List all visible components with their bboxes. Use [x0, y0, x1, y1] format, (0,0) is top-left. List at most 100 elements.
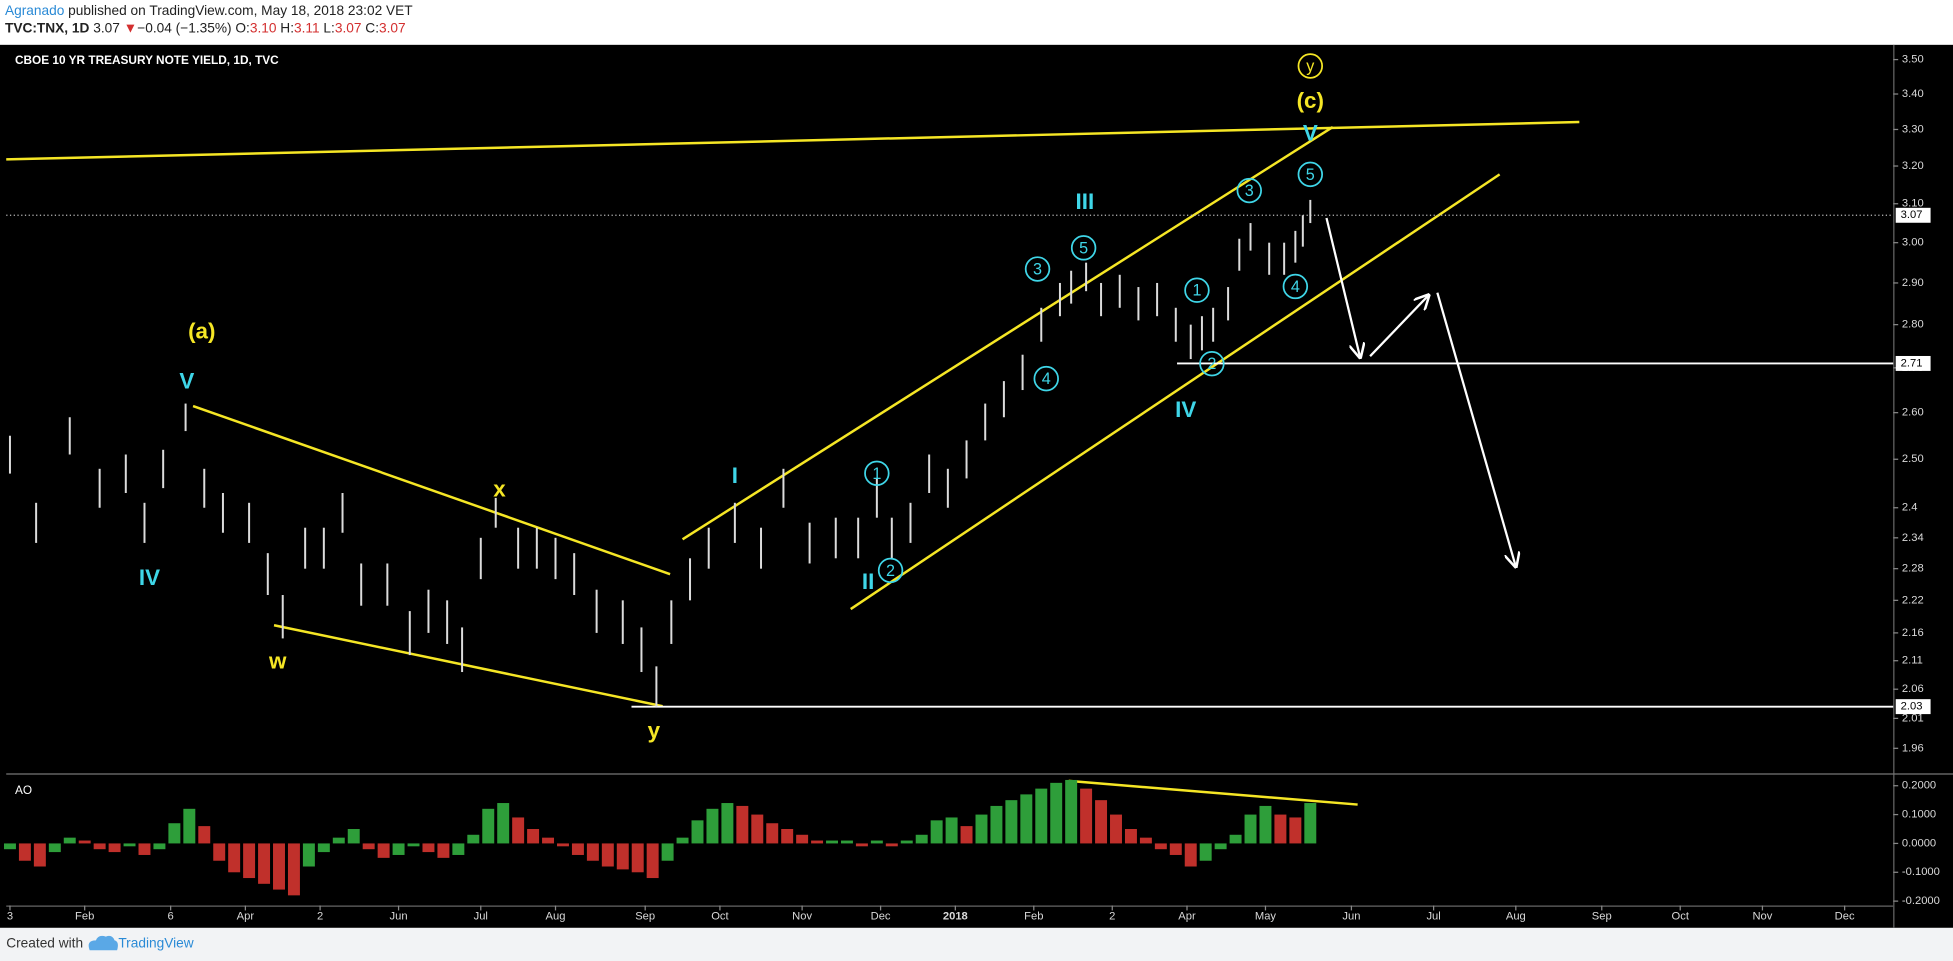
ao-bar: [1229, 834, 1242, 844]
ao-bar: [751, 814, 764, 844]
ao-bar: [900, 840, 913, 844]
ao-bar: [571, 843, 584, 855]
ao-bar: [243, 843, 256, 879]
x-tick-label: Dec: [1835, 911, 1855, 923]
wave-label: (a): [188, 318, 215, 343]
created-with: Created with: [6, 936, 83, 951]
y-tick-label: 1.96: [1902, 742, 1924, 754]
ao-bar: [542, 837, 555, 844]
ao-bar: [1139, 837, 1152, 844]
x-tick-label: Feb: [75, 911, 94, 923]
x-tick-label: Jun: [390, 911, 408, 923]
open: 3.10: [250, 20, 277, 35]
x-tick-label: Aug: [546, 911, 566, 923]
low-label: L:: [323, 20, 334, 35]
chart-title: CBOE 10 YR TREASURY NOTE YIELD, 1D, TVC: [15, 53, 279, 67]
wave-label: 5: [1306, 166, 1315, 184]
x-tick-label: Nov: [1752, 911, 1772, 923]
wave-label: 3: [1033, 261, 1042, 279]
ao-bar: [646, 843, 659, 879]
y-tick-label: 0.2000: [1902, 780, 1936, 792]
wave-circle: [1297, 53, 1324, 79]
wave-label: 5: [1079, 239, 1088, 257]
brand-logo[interactable]: [88, 935, 118, 951]
ao-bar: [1244, 814, 1257, 844]
level-box: [1895, 355, 1931, 371]
last-price-box: [1895, 207, 1931, 223]
wave-label: I: [732, 463, 738, 488]
x-tick-label: Apr: [1178, 911, 1196, 923]
symbol: TVC:TNX, 1D: [5, 20, 90, 35]
wave-label: 2: [886, 562, 895, 580]
wave-label: y: [648, 718, 661, 743]
ao-bar: [317, 843, 330, 853]
x-tick-label: Oct: [711, 911, 729, 923]
ao-bar: [108, 843, 121, 853]
ao-bar: [930, 820, 943, 844]
wave-circle: [1199, 350, 1225, 377]
ao-bar: [392, 843, 405, 855]
chart-bg: [0, 44, 1953, 928]
ao-bar: [736, 805, 749, 844]
arrow: [1369, 295, 1429, 357]
ao-bar: [1304, 803, 1317, 844]
ao-bar: [601, 843, 614, 867]
y-tick-label: 2.80: [1902, 319, 1924, 331]
ao-bar: [407, 843, 420, 847]
ao-bar: [213, 843, 226, 861]
ao-bar: [766, 823, 779, 844]
arrow: [1325, 217, 1360, 357]
wave-label: 4: [1291, 278, 1300, 296]
ao-bar: [1080, 788, 1093, 844]
ao-bar: [826, 840, 838, 844]
ao-bar: [1289, 817, 1302, 844]
wave-label: 2: [1207, 355, 1216, 373]
wave-label: 1: [872, 465, 881, 483]
change-arrow: ▼: [124, 20, 138, 35]
trend-line: [192, 404, 671, 576]
x-tick-label: Dec: [871, 911, 891, 923]
y-tick-label: 2.01: [1902, 712, 1924, 724]
y-tick-label: 3.20: [1902, 160, 1924, 172]
ao-bar: [1035, 788, 1048, 844]
ao-bar: [691, 820, 704, 844]
wave-circle: [864, 460, 890, 486]
ao-bar: [168, 823, 181, 844]
ao-bar: [1274, 814, 1287, 844]
ao-bar: [3, 843, 16, 850]
trend-line: [6, 120, 1580, 161]
wave-circle: [1297, 161, 1324, 188]
ao-bar: [287, 843, 300, 896]
x-tick-label: May: [1255, 911, 1277, 923]
wave-label: 1: [1192, 282, 1201, 300]
trend-line: [1068, 779, 1358, 806]
wave-label: x: [493, 477, 506, 502]
wave-label: 3: [1245, 182, 1254, 200]
ao-bar: [123, 843, 136, 847]
y-tick-label: -0.2000: [1902, 895, 1940, 907]
ao-bar: [183, 808, 196, 844]
author[interactable]: Agranado: [5, 3, 65, 18]
y-tick-label: 2.34: [1902, 532, 1924, 544]
ao-bar: [377, 843, 390, 858]
x-tick-label: Feb: [1024, 911, 1043, 923]
y-tick-label: 3.30: [1902, 123, 1924, 135]
ao-bar: [796, 834, 809, 844]
logo-cloud: [88, 935, 118, 951]
ao-bar: [153, 843, 166, 850]
ao-bar: [661, 843, 674, 861]
x-tick-label: 2: [317, 911, 323, 923]
ao-bar: [855, 843, 868, 847]
x-tick-label: Jul: [474, 911, 488, 923]
x-tick-label: Sep: [635, 911, 655, 923]
ao-bar: [721, 803, 734, 844]
wave-label: (c): [1297, 88, 1324, 113]
wave-circle: [1033, 365, 1059, 392]
trend-lines: [6, 120, 1580, 806]
ao-bar: [1214, 843, 1227, 850]
ao-bar: [482, 808, 495, 844]
ao-bar: [870, 840, 883, 844]
brand[interactable]: TradingView: [118, 936, 193, 951]
